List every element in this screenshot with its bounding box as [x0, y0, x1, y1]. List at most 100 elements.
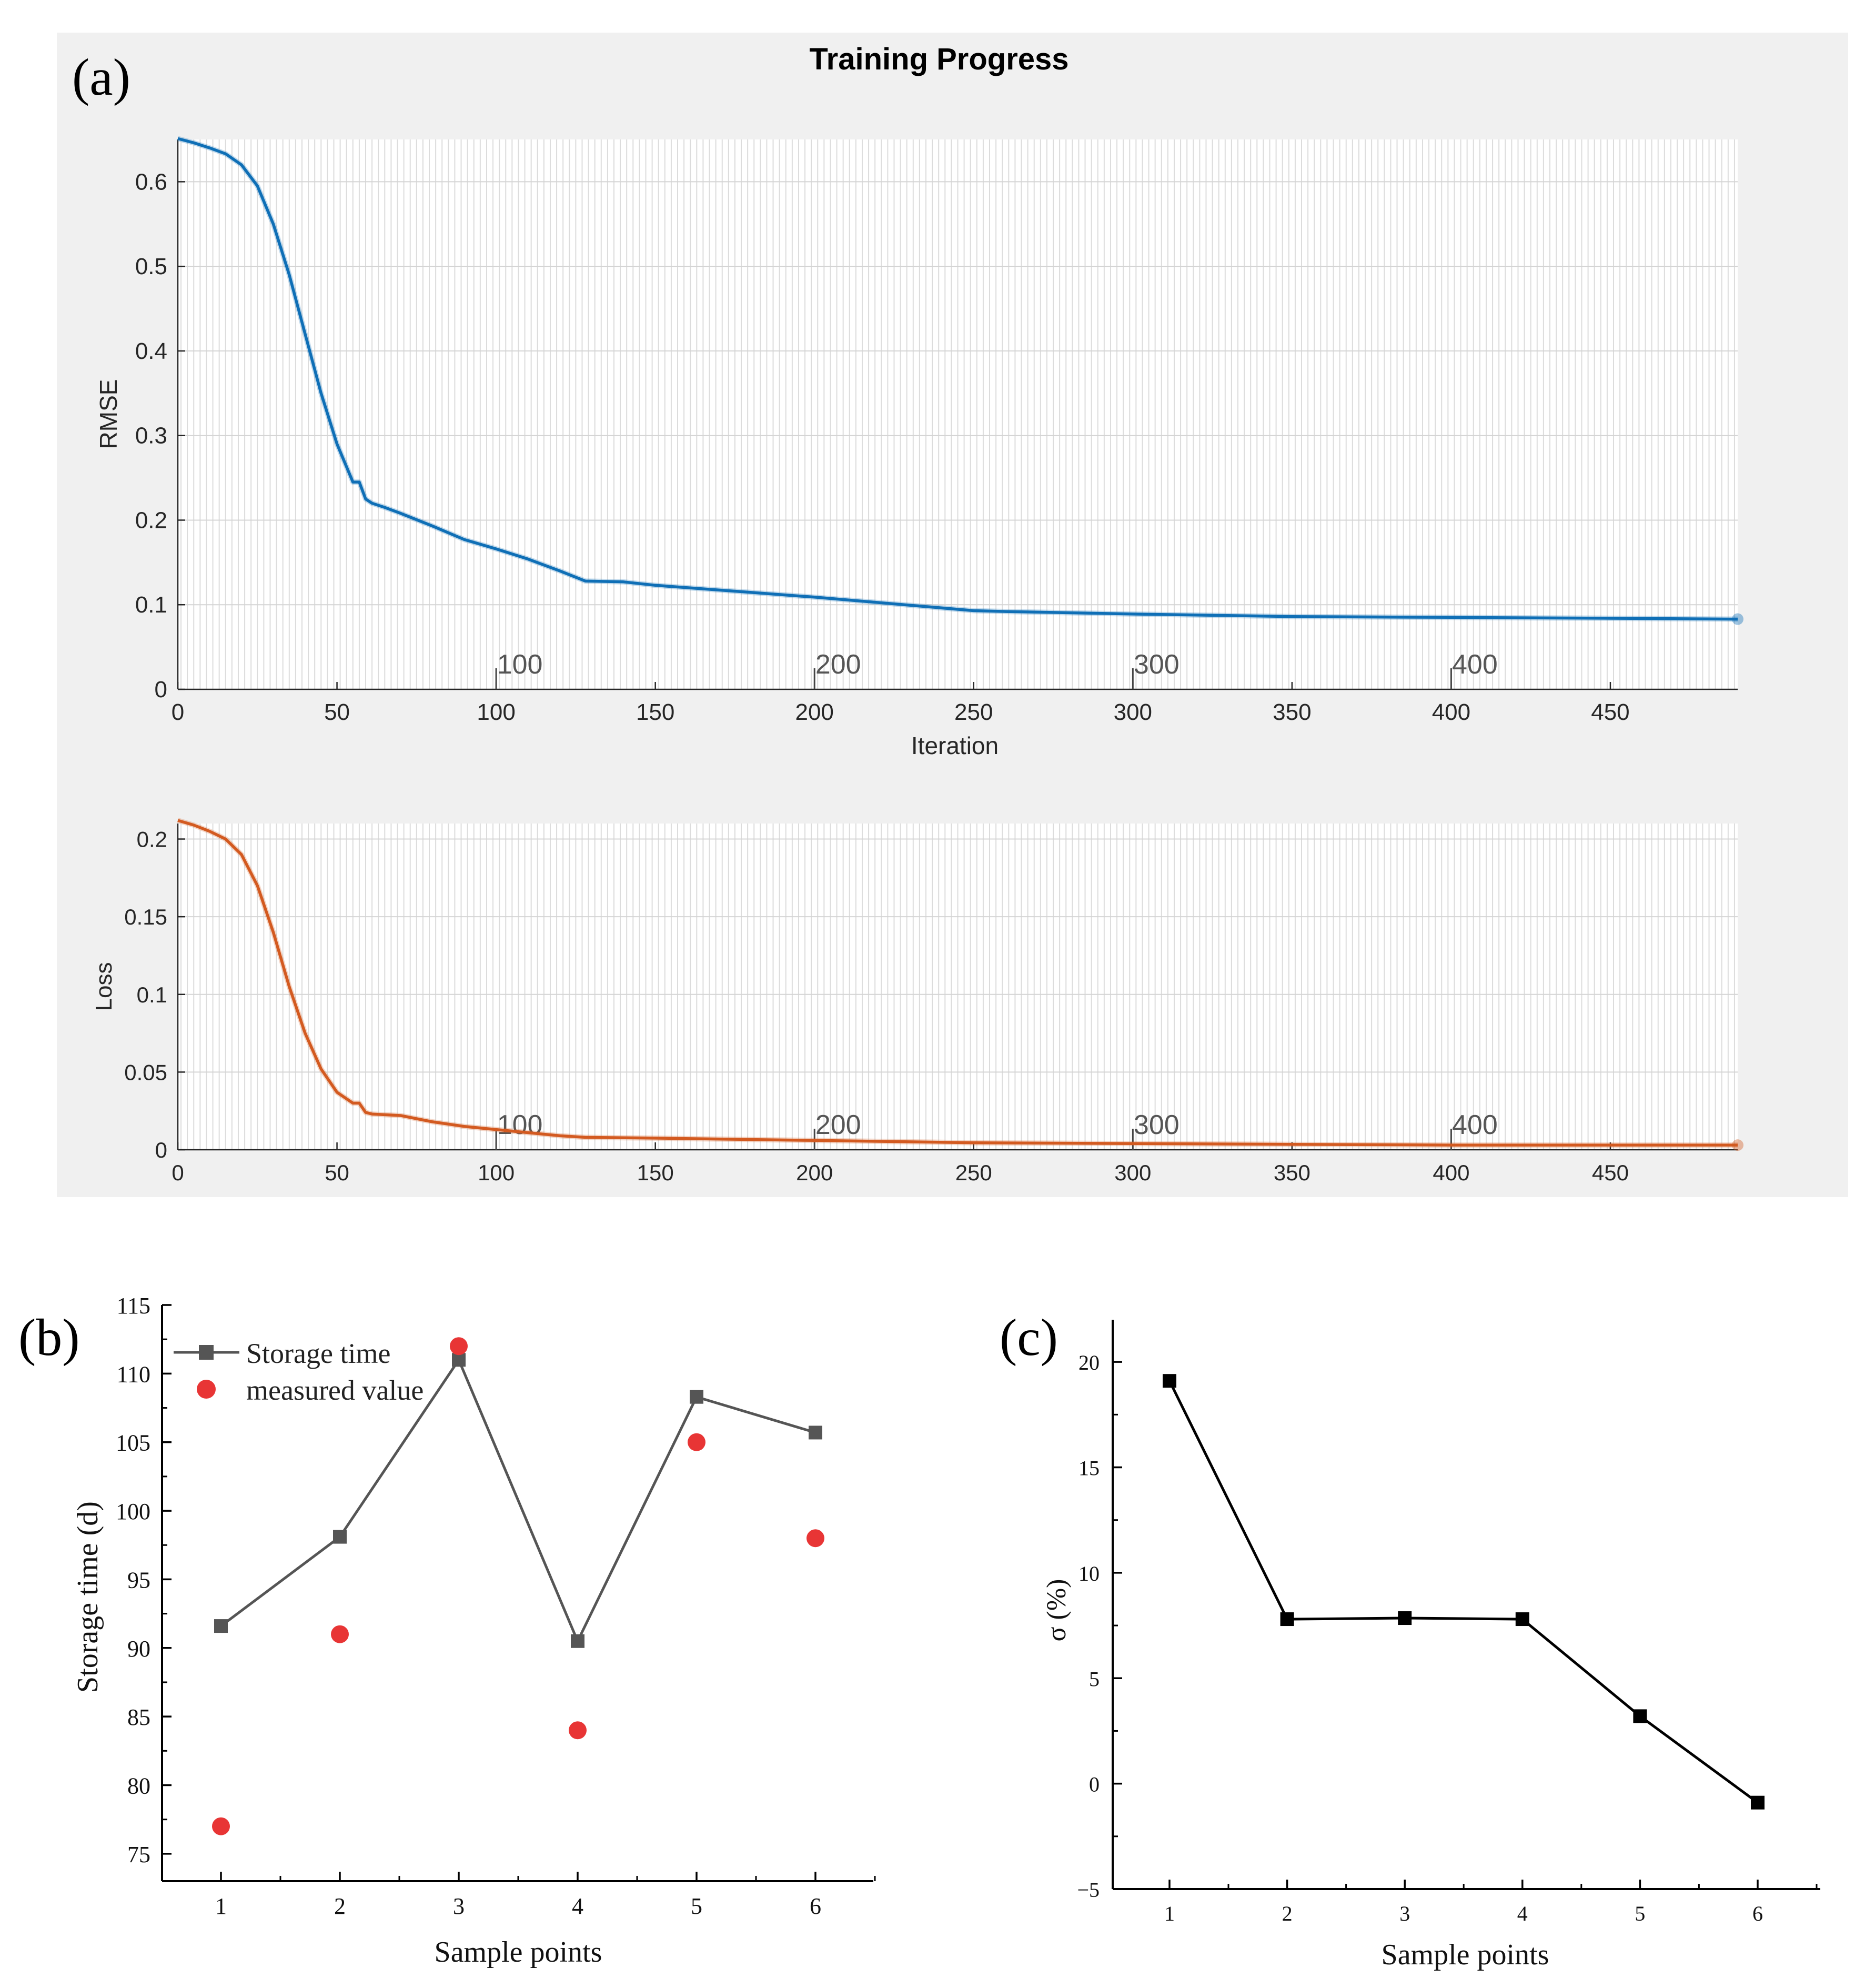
loss-ytick-label: 0.15	[124, 905, 167, 929]
rmse-xtick-label: 200	[795, 699, 833, 725]
figure-title: Training Progress	[809, 42, 1068, 76]
sigma-ytick-label: 10	[1078, 1562, 1100, 1585]
loss-xtick-label: 400	[1433, 1160, 1469, 1185]
storage-time-point	[690, 1390, 703, 1404]
rmse-end-point	[1732, 613, 1743, 625]
rmse-xtick-label: 350	[1273, 699, 1311, 725]
rmse-xlabel: Iteration	[911, 732, 999, 759]
sigma-series	[1163, 1374, 1765, 1810]
loss-chart: 0 0.05 0.1 0.15 0.2 0 50 100 150 200 250 300 350 400 4…	[91, 818, 1743, 1185]
rmse-epoch-label: 200	[815, 649, 861, 680]
storage-ytick-label: 75	[127, 1842, 150, 1867]
legend-measured-marker	[197, 1380, 216, 1399]
sigma-point	[1751, 1795, 1765, 1810]
loss-xtick-label: 350	[1274, 1160, 1310, 1185]
rmse-xtick-label: 300	[1114, 699, 1152, 725]
storage-ytick-label: 95	[127, 1567, 150, 1593]
sigma-chart: −5 0 5 10 15 20 1 2 3 4 5 6 Sample points σ (%)	[1042, 1320, 1820, 1971]
sigma-xtick-label: 6	[1752, 1902, 1763, 1925]
storage-time-point	[571, 1634, 584, 1648]
rmse-xtick-label: 250	[954, 699, 993, 725]
sigma-axes: −5 0 5 10 15 20 1 2 3 4 5 6	[1077, 1320, 1820, 1925]
loss-ytick-label: 0.2	[137, 827, 167, 852]
rmse-xtick-label: 400	[1432, 699, 1470, 725]
sigma-ytick-label: 5	[1089, 1667, 1100, 1691]
rmse-epoch-label: 400	[1452, 649, 1498, 680]
rmse-ytick-label: 0.6	[135, 169, 167, 195]
loss-epoch-label: 100	[497, 1110, 543, 1140]
rmse-axes: 0 0.1 0.2 0.3 0.4 0.5 0.6 0 50 100 150 200 250 300 350…	[135, 139, 1738, 725]
loss-series	[177, 818, 1743, 1151]
storage-time-line	[220, 1357, 816, 1644]
loss-line	[177, 819, 1738, 1147]
sigma-line	[1168, 1380, 1759, 1804]
rmse-xtick-label: 50	[324, 699, 350, 725]
rmse-ytick-label: 0.4	[135, 338, 167, 364]
sigma-xtick-label: 3	[1399, 1902, 1410, 1925]
rmse-ytick-label: 0	[155, 677, 167, 702]
loss-xtick-label: 150	[637, 1160, 674, 1185]
storage-time-point	[333, 1530, 347, 1544]
rmse-epoch-label: 300	[1134, 649, 1180, 680]
rmse-xtick-label: 150	[636, 699, 674, 725]
storage-xtick-label: 3	[453, 1893, 465, 1919]
legend-storage-label: Storage time	[246, 1338, 390, 1369]
measured-value-point	[688, 1433, 705, 1451]
loss-end-point	[1732, 1139, 1743, 1151]
rmse-xtick-label: 450	[1591, 699, 1629, 725]
sigma-point	[1633, 1709, 1647, 1723]
loss-xtick-label: 450	[1592, 1160, 1629, 1185]
measured-value-point	[212, 1817, 230, 1835]
loss-epoch-label: 400	[1452, 1110, 1498, 1140]
sigma-ylabel: σ (%)	[1042, 1579, 1072, 1642]
loss-xtick-label: 300	[1114, 1160, 1151, 1185]
loss-xtick-label: 100	[478, 1160, 515, 1185]
storage-time-point	[214, 1619, 228, 1633]
sigma-point	[1515, 1612, 1529, 1626]
measured-value-point	[331, 1625, 349, 1643]
loss-ytick-label: 0	[155, 1138, 167, 1162]
legend-storage-marker	[199, 1345, 214, 1360]
storage-chart: 75 80 85 90 95 100 105 110 115 1 2 3 4 5 6 Storage tim…	[72, 1293, 876, 1969]
panel-label-c: (c)	[1000, 1308, 1058, 1367]
sigma-xtick-label: 4	[1517, 1902, 1528, 1925]
loss-epoch-label: 200	[815, 1110, 861, 1140]
rmse-ylabel: RMSE	[95, 379, 122, 449]
loss-xtick-label: 50	[325, 1160, 349, 1185]
storage-xtick-label: 5	[691, 1893, 702, 1919]
storage-time-point	[809, 1425, 822, 1440]
rmse-chart: 0 0.1 0.2 0.3 0.4 0.5 0.6 0 50 100 150 200 250 300 350…	[95, 136, 1743, 759]
loss-xtick-label: 200	[796, 1160, 833, 1185]
storage-ytick-label: 105	[116, 1430, 150, 1456]
sigma-xtick-label: 1	[1164, 1902, 1175, 1925]
storage-ytick-label: 115	[117, 1293, 150, 1319]
measured-value-point	[807, 1529, 824, 1548]
loss-grid	[178, 824, 1738, 1150]
storage-ylabel: Storage time (d)	[72, 1501, 104, 1693]
sigma-ytick-label: −5	[1077, 1878, 1100, 1902]
storage-xtick-label: 4	[572, 1893, 583, 1919]
sigma-xtick-label: 5	[1635, 1902, 1645, 1925]
rmse-ytick-label: 0.3	[135, 423, 167, 449]
storage-xtick-label: 6	[810, 1893, 821, 1919]
storage-ytick-label: 85	[127, 1704, 150, 1730]
storage-ytick-label: 110	[117, 1361, 150, 1387]
storage-ytick-label: 100	[116, 1499, 150, 1524]
loss-xtick-label: 0	[172, 1160, 184, 1185]
loss-ytick-label: 0.05	[124, 1060, 167, 1085]
storage-axes: 75 80 85 90 95 100 105 110 115 1 2 3 4 5 6	[116, 1293, 876, 1919]
storage-xlabel: Sample points	[435, 1936, 602, 1969]
storage-legend: Storage time measured value	[174, 1338, 424, 1406]
sigma-point	[1398, 1611, 1412, 1625]
storage-ytick-label: 90	[127, 1636, 150, 1662]
measured-value-point	[569, 1721, 587, 1740]
loss-ylabel: Loss	[91, 962, 117, 1011]
loss-xtick-label: 250	[955, 1160, 992, 1185]
rmse-line	[177, 137, 1738, 621]
rmse-epoch-label: 100	[497, 649, 543, 680]
storage-ytick-label: 80	[127, 1773, 150, 1799]
sigma-xlabel: Sample points	[1382, 1939, 1549, 1971]
storage-series	[212, 1337, 824, 1835]
sigma-xtick-label: 2	[1282, 1902, 1293, 1925]
